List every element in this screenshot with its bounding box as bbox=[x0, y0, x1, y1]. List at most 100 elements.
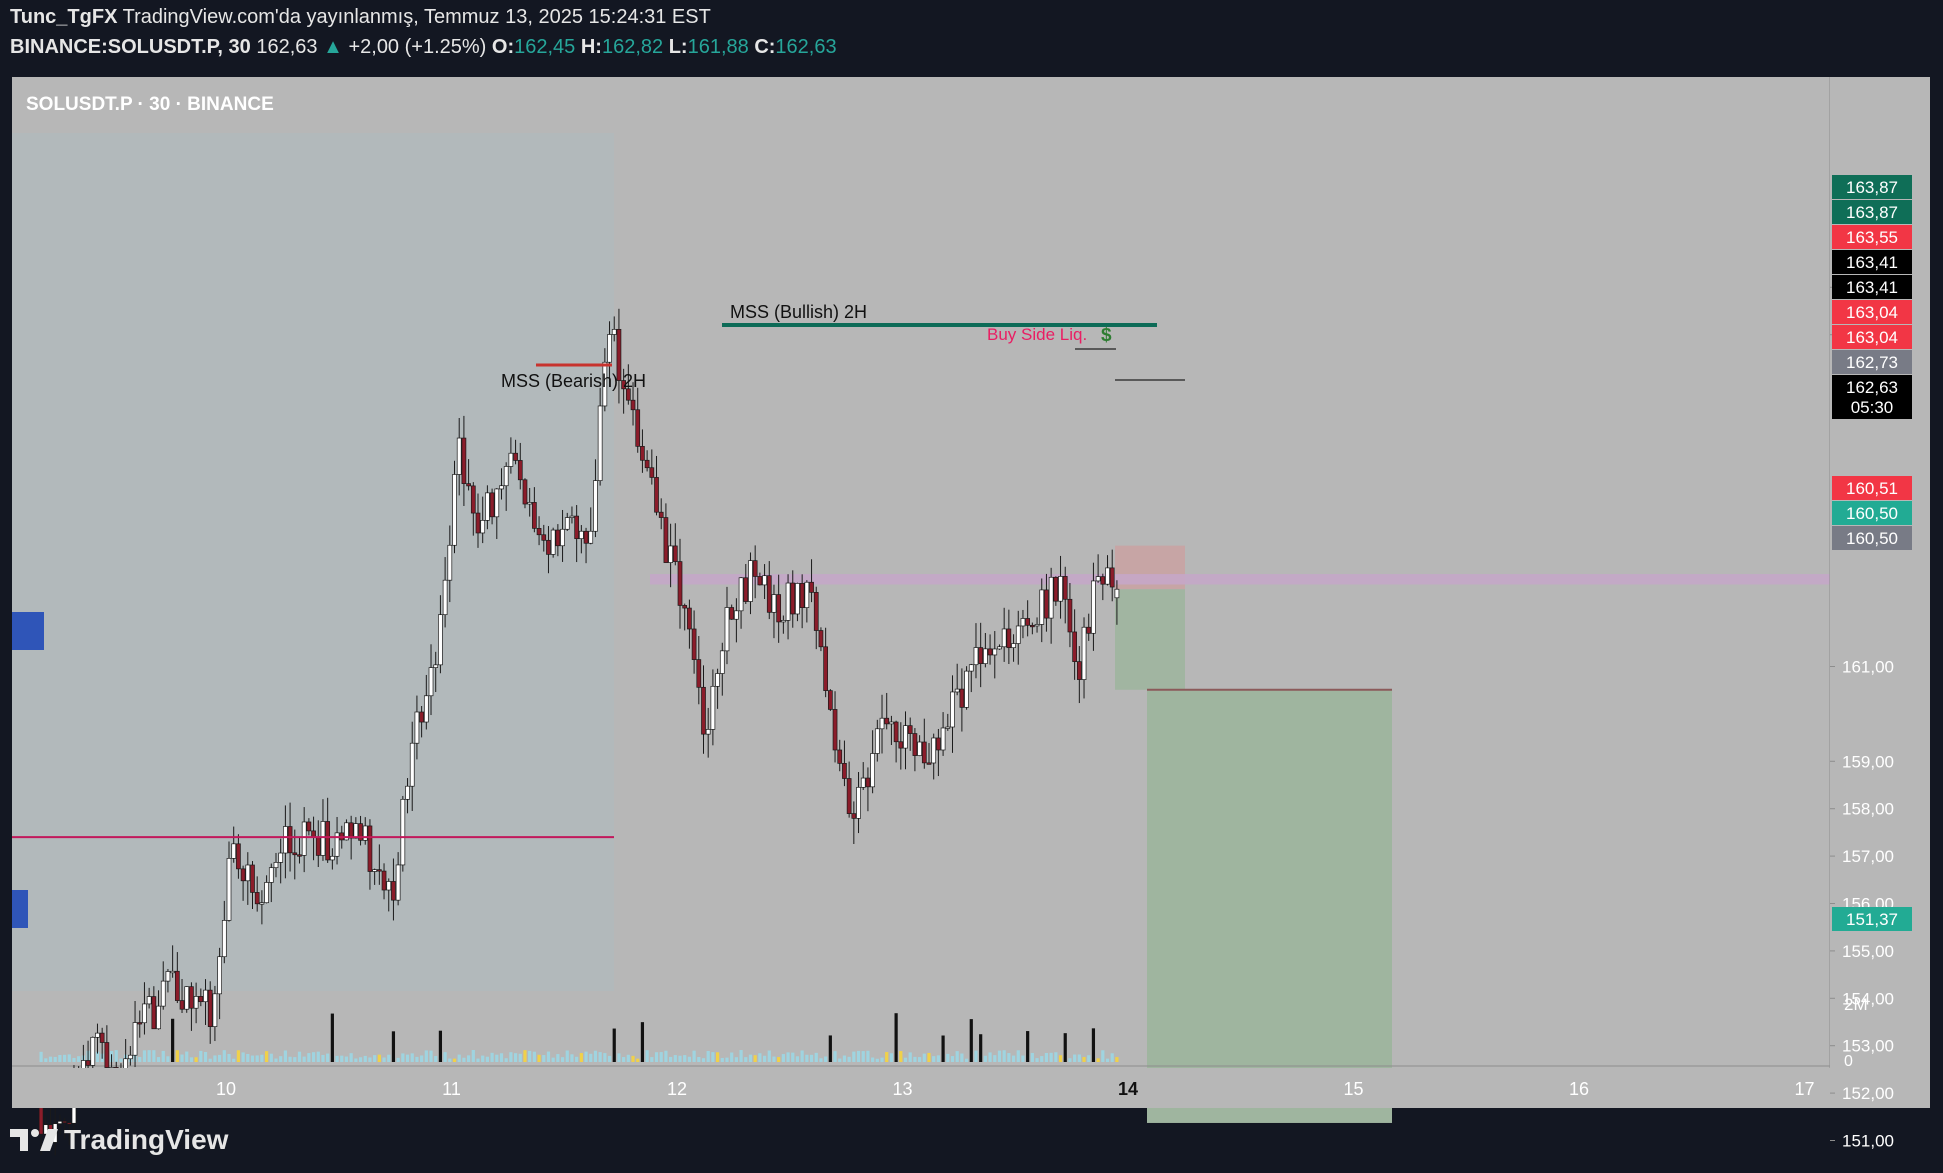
volume-bar bbox=[697, 1056, 701, 1062]
candle-body bbox=[602, 361, 608, 407]
volume-bar bbox=[908, 1052, 912, 1062]
candle-body bbox=[583, 530, 589, 544]
candle bbox=[466, 459, 471, 491]
volume-bar bbox=[607, 1055, 612, 1062]
publication-info: TradingView.com'da yayınlanmış, Temmuz 1… bbox=[122, 6, 711, 28]
candles-layer bbox=[38, 308, 1120, 1156]
time-ticks: 10 11 12 13 14 15 16 17 bbox=[216, 1079, 1815, 1099]
price-label-bg bbox=[1832, 325, 1912, 349]
candle-body bbox=[734, 610, 739, 620]
candle-body bbox=[381, 870, 387, 891]
candle-body bbox=[964, 670, 969, 708]
volume-bar bbox=[852, 1051, 856, 1062]
tradingview-logo[interactable]: TradingView bbox=[10, 1124, 228, 1156]
candle-body bbox=[273, 862, 279, 869]
volume-bar bbox=[730, 1052, 734, 1062]
candle bbox=[203, 979, 208, 1025]
candle-body bbox=[156, 1005, 161, 1030]
volume-bar bbox=[880, 1057, 884, 1062]
volume-bar bbox=[932, 1056, 936, 1062]
candle bbox=[1030, 622, 1035, 635]
candle-body bbox=[593, 480, 598, 532]
volume-bar bbox=[551, 1057, 555, 1062]
candle bbox=[851, 801, 857, 844]
candle bbox=[856, 772, 861, 834]
last-price: 162,63 bbox=[256, 36, 318, 58]
candle bbox=[1086, 613, 1092, 641]
candle-body bbox=[503, 466, 509, 487]
volume-bar bbox=[189, 1057, 194, 1062]
high-value: 162,82 bbox=[601, 36, 664, 58]
candle-body bbox=[818, 630, 824, 648]
candle-body bbox=[137, 1022, 143, 1025]
candle-body bbox=[212, 993, 218, 1027]
candle bbox=[358, 815, 363, 846]
volume-bar bbox=[227, 1053, 231, 1062]
volume-bar bbox=[814, 1052, 818, 1062]
candle-body bbox=[330, 855, 335, 861]
candle bbox=[240, 865, 246, 901]
candle bbox=[710, 669, 716, 746]
candle-body bbox=[1095, 576, 1101, 582]
volume-bar bbox=[518, 1053, 522, 1062]
candle-body bbox=[264, 882, 269, 904]
candle-body bbox=[287, 826, 293, 854]
candle bbox=[973, 623, 979, 679]
candle bbox=[268, 863, 274, 903]
time-tick-label: 16 bbox=[1569, 1079, 1589, 1099]
volume-bar bbox=[349, 1053, 353, 1062]
candle bbox=[170, 945, 175, 978]
candle-body bbox=[1058, 576, 1063, 602]
candle-body bbox=[621, 380, 626, 390]
candle bbox=[635, 387, 641, 453]
volume-bar bbox=[758, 1053, 762, 1062]
candle bbox=[752, 545, 758, 599]
price-label-badge: 163,41 bbox=[1832, 275, 1912, 299]
candle bbox=[1025, 600, 1031, 637]
candle bbox=[254, 876, 260, 912]
candle bbox=[846, 761, 852, 818]
candle-body bbox=[386, 881, 392, 891]
candle bbox=[146, 987, 152, 1009]
candle bbox=[691, 610, 697, 674]
candle-body bbox=[799, 583, 805, 608]
candle-body bbox=[1048, 576, 1054, 619]
author-name[interactable]: Tunc_TgFX bbox=[10, 6, 118, 28]
volume-bar bbox=[264, 1051, 269, 1062]
volume-bar bbox=[772, 1056, 776, 1062]
candle bbox=[818, 627, 824, 652]
candle bbox=[372, 868, 377, 885]
candle-body bbox=[950, 691, 955, 728]
candle bbox=[625, 364, 631, 405]
candle bbox=[926, 743, 932, 765]
volume-axis-label: 0 bbox=[1844, 1053, 1853, 1070]
volume-bar bbox=[44, 1058, 48, 1062]
volume-bar bbox=[48, 1056, 53, 1062]
candle-body bbox=[132, 1022, 138, 1056]
volume-bar bbox=[368, 1057, 372, 1062]
volume-bar bbox=[457, 1054, 461, 1062]
price-label-text: 163,55 bbox=[1846, 228, 1898, 247]
volume-bar bbox=[922, 1053, 926, 1062]
candle-body bbox=[428, 667, 434, 697]
candle bbox=[874, 719, 880, 762]
candle bbox=[616, 308, 622, 404]
candle bbox=[889, 715, 894, 746]
candle-body bbox=[832, 709, 838, 751]
candle-body bbox=[973, 647, 979, 666]
candle-body bbox=[1039, 589, 1045, 625]
time-axis[interactable] bbox=[12, 1068, 1830, 1108]
candle bbox=[823, 627, 828, 698]
volume-bar bbox=[809, 1054, 814, 1062]
volume-bar bbox=[622, 1057, 626, 1062]
volume-bar bbox=[335, 1055, 339, 1062]
candle bbox=[480, 496, 486, 544]
candle-body bbox=[983, 648, 988, 664]
candle-body bbox=[362, 825, 368, 841]
volume-bar bbox=[208, 1058, 212, 1062]
volume-bar bbox=[546, 1051, 551, 1062]
volume-bar bbox=[974, 1050, 978, 1062]
volume-bar bbox=[410, 1053, 414, 1062]
candle-body bbox=[142, 1003, 147, 1024]
